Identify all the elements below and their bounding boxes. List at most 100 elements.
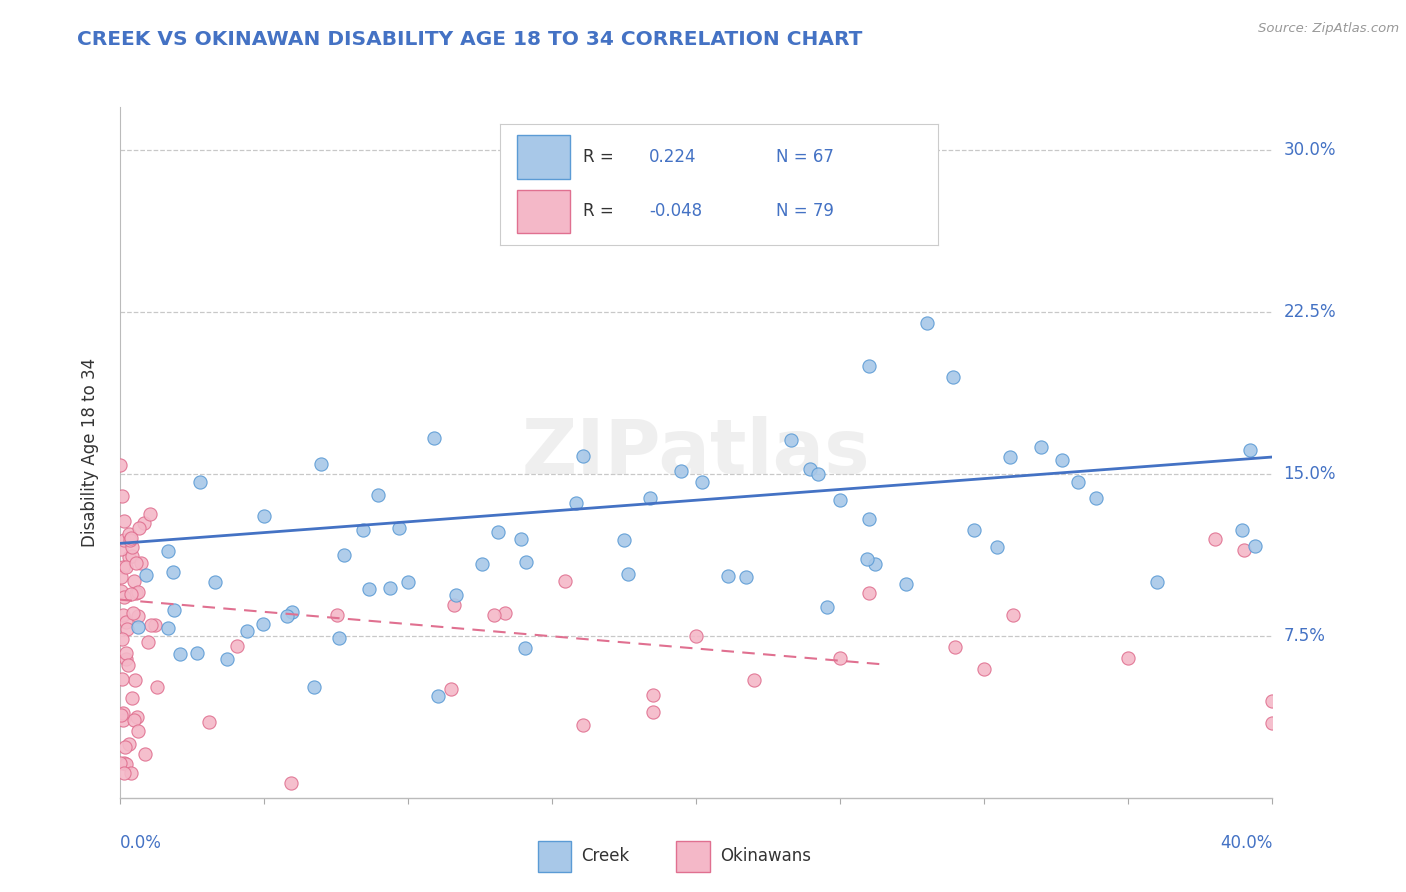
Text: N = 67: N = 67 [776,148,834,166]
FancyBboxPatch shape [517,190,569,233]
Point [613,533,636,548]
Point [986,541,1008,555]
Point [1116,651,1139,665]
Point [1204,532,1226,546]
Point [111,560,134,574]
Point [742,673,765,687]
Point [641,705,664,719]
Point [353,523,375,537]
Point [118,526,141,541]
Point [444,588,467,602]
Point [188,475,211,490]
Point [122,574,145,589]
Point [204,574,226,589]
Point [807,467,830,481]
Point [325,608,347,623]
Point [1261,715,1284,730]
Point [565,496,588,510]
Point [440,681,463,696]
Point [328,632,350,646]
Point [120,765,142,780]
Point [128,521,150,535]
Point [828,651,851,665]
Point [112,515,135,529]
Text: CREEK VS OKINAWAN DISABILITY AGE 18 TO 34 CORRELATION CHART: CREEK VS OKINAWAN DISABILITY AGE 18 TO 3… [77,30,863,49]
Text: Okinawans: Okinawans [720,847,811,865]
Point [226,639,249,653]
Point [276,609,298,624]
Point [115,615,138,629]
Point [108,458,131,472]
Point [111,673,134,687]
Point [690,475,713,489]
Point [236,624,259,639]
Point [1085,491,1108,505]
Text: -0.048: -0.048 [650,202,702,220]
Point [998,450,1021,464]
Point [309,457,332,471]
Point [856,552,879,566]
Point [396,575,419,590]
Point [572,449,595,463]
Point [828,493,851,508]
Text: Creek: Creek [582,847,630,865]
Point [799,462,821,476]
Point [388,521,411,535]
Text: Source: ZipAtlas.com: Source: ZipAtlas.com [1258,22,1399,36]
Point [127,585,149,599]
Point [169,647,191,661]
Point [125,556,148,570]
Point [963,523,986,537]
Text: 30.0%: 30.0% [1284,141,1336,160]
Point [863,558,886,572]
Point [115,646,138,660]
Point [134,747,156,761]
Point [252,617,274,632]
Point [125,586,148,600]
Point [281,605,304,619]
Point [1029,440,1052,454]
Point [1067,475,1090,489]
Point [423,431,446,445]
Text: 0.224: 0.224 [650,148,696,166]
Point [124,714,146,728]
Point [118,533,141,547]
Point [110,707,132,722]
Point [942,370,965,384]
Point [470,558,492,572]
Point [112,765,135,780]
Point [669,464,692,478]
Point [280,776,302,790]
Point [443,598,465,612]
Point [484,607,506,622]
Point [112,533,135,548]
Point [114,560,136,574]
Point [486,524,509,539]
Point [115,622,138,636]
Point [112,756,135,770]
Point [494,606,516,620]
Point [302,681,325,695]
Point [156,621,179,635]
Point [120,587,142,601]
Point [815,600,838,615]
Point [717,569,740,583]
Point [973,662,995,676]
Point [1232,542,1256,557]
Point [127,710,149,724]
Point [641,688,664,702]
Point [110,541,132,556]
Point [118,550,141,565]
Point [253,508,276,523]
Point [134,516,156,530]
Text: 22.5%: 22.5% [1284,303,1336,321]
Point [844,176,866,190]
Text: 15.0%: 15.0% [1284,466,1336,483]
FancyBboxPatch shape [676,840,710,872]
Point [1052,453,1074,467]
Point [110,756,132,770]
Point [121,540,143,554]
Point [110,570,132,584]
Point [509,533,531,547]
Point [380,581,402,595]
